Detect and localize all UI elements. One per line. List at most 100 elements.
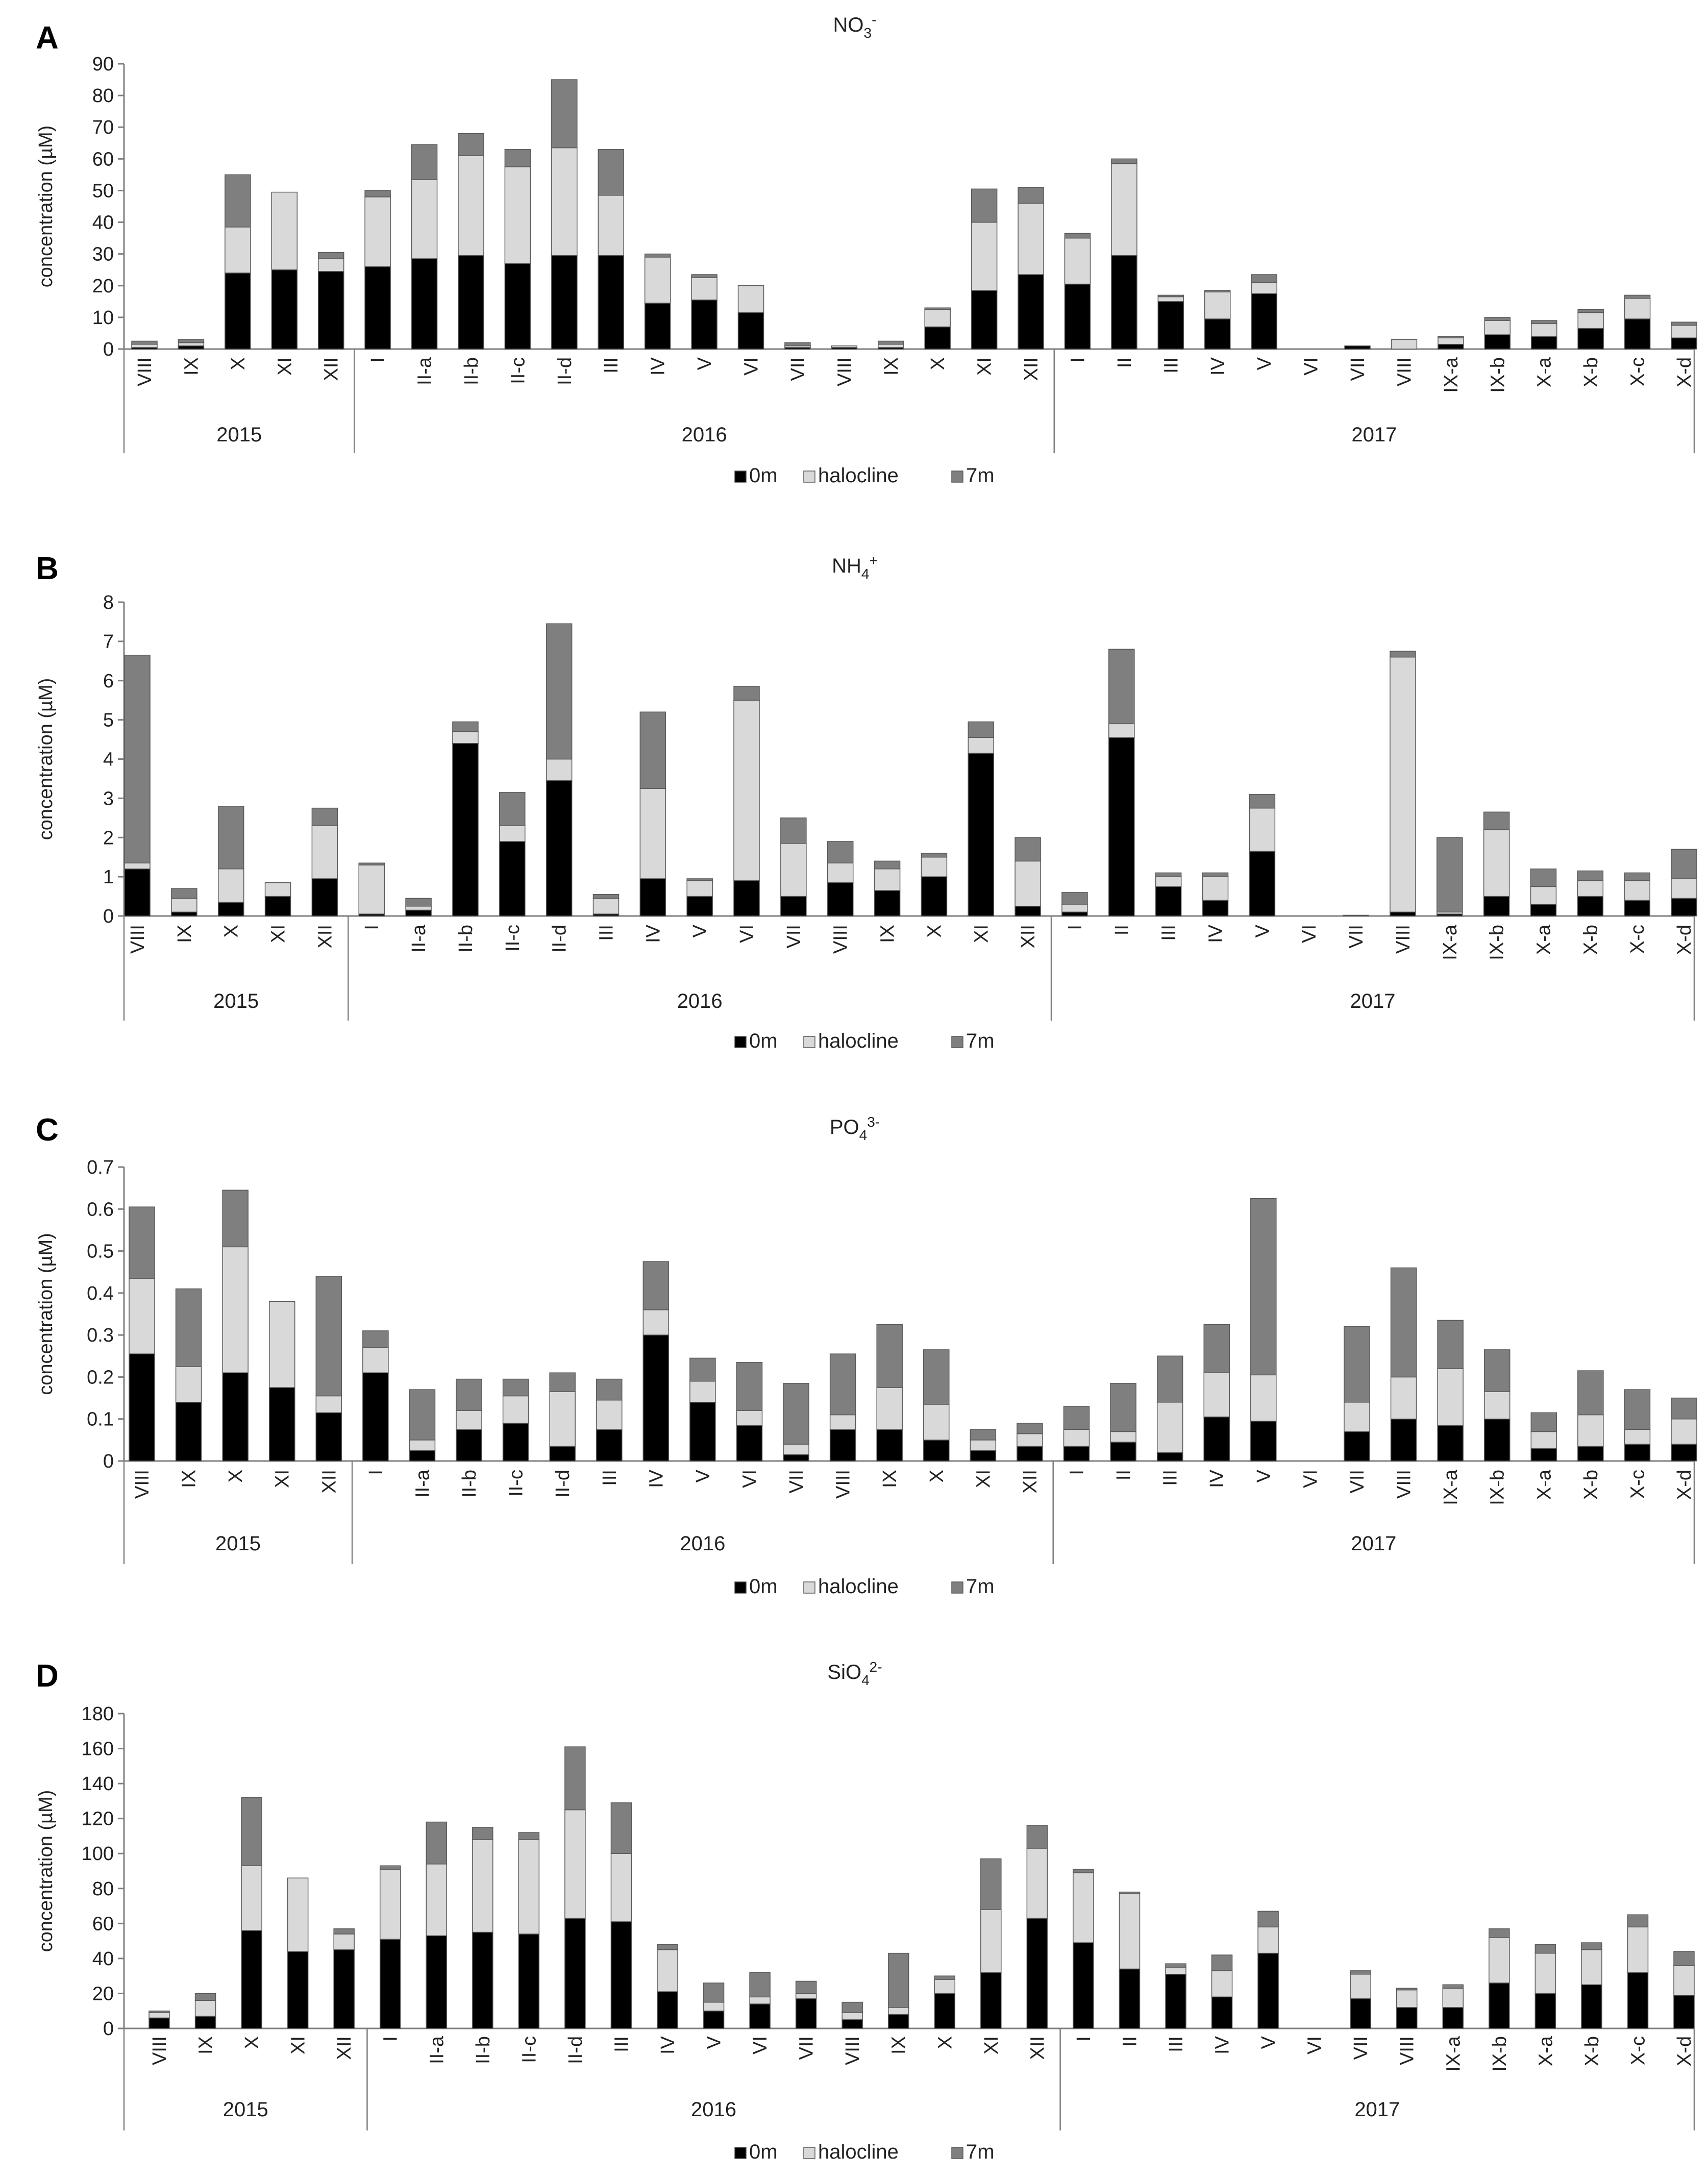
x-tick-label: XI — [288, 2036, 309, 2054]
legend-swatch-halocline — [803, 1036, 815, 1048]
year-label-2015: 2015 — [216, 424, 262, 446]
bar-0m-13 — [737, 312, 764, 350]
bar-halocline-10 — [596, 1399, 623, 1430]
bar-7m-18 — [968, 721, 995, 738]
bar-halocline-7 — [456, 1410, 482, 1430]
bar-0m-7 — [458, 255, 484, 350]
bar-0m-30 — [1530, 904, 1557, 916]
y-tick-label: 0.7 — [87, 1157, 114, 1178]
x-tick-label: X-b — [1580, 925, 1601, 955]
bar-halocline-12 — [686, 880, 713, 897]
x-tick-label: IX — [174, 925, 195, 943]
x-tick-label: IV — [1212, 2036, 1233, 2054]
bar-0m-23 — [1211, 1996, 1233, 2029]
bar-0m-0 — [129, 1353, 155, 1461]
x-tick-label: IV — [646, 1469, 667, 1488]
bar-halocline-31 — [1581, 1949, 1602, 1986]
bar-halocline-8 — [518, 1839, 540, 1935]
bar-7m-9 — [549, 1372, 576, 1392]
bar-0m-11 — [657, 1991, 678, 2029]
year-label-2017: 2017 — [1350, 990, 1396, 1012]
legend-swatch-0m — [734, 1581, 747, 1594]
bar-0m-6 — [426, 1935, 448, 2029]
bar-7m-15 — [841, 2001, 863, 2013]
legend-swatch-halocline — [803, 2147, 815, 2159]
bar-7m-22 — [1165, 1963, 1186, 1968]
bar-halocline-19 — [1014, 860, 1041, 907]
x-tick-label: I — [1073, 2036, 1095, 2042]
bar-7m-17 — [923, 1349, 950, 1405]
bar-7m-19 — [1017, 1423, 1043, 1434]
bar-7m-7 — [456, 1378, 482, 1411]
y-axis-label: concentration (µM) — [35, 126, 57, 288]
bar-0m-24 — [1250, 1421, 1277, 1461]
x-tick-label: XII — [318, 1470, 340, 1493]
y-tick-label: 10 — [92, 307, 114, 329]
bar-0m-31 — [1577, 328, 1604, 350]
bar-7m-20 — [1061, 892, 1088, 905]
bar-7m-21 — [1108, 649, 1135, 725]
y-tick-label: 0.1 — [87, 1409, 114, 1430]
bar-0m-24 — [1257, 1952, 1279, 2029]
x-tick-label: III — [601, 357, 622, 374]
x-tick-label: XII — [321, 357, 342, 381]
bar-7m-6 — [411, 144, 438, 180]
bar-0m-9 — [551, 255, 578, 350]
y-tick-label: 4 — [103, 749, 114, 771]
x-tick-label: VII — [1347, 1470, 1368, 1493]
bar-0m-19 — [1026, 1918, 1048, 2029]
bar-0m-5 — [379, 1939, 401, 2029]
bar-7m-8 — [502, 1378, 529, 1397]
bar-0m-26 — [1350, 1998, 1371, 2029]
x-tick-label: VII — [1350, 2036, 1372, 2060]
bar-0m-20 — [1073, 1942, 1094, 2029]
x-tick-label: III — [599, 1470, 621, 1486]
bar-halocline-13 — [736, 1410, 763, 1426]
y-tick-label: 90 — [92, 54, 114, 75]
legend-label-0m: 0m — [749, 1030, 778, 1052]
panel-letter-D: D — [36, 1658, 59, 1694]
bar-halocline-15 — [827, 862, 854, 883]
x-tick-label: V — [1252, 924, 1273, 937]
bar-7m-13 — [749, 1972, 771, 1998]
x-tick-label: X-b — [1581, 2036, 1603, 2066]
bar-0m-13 — [736, 1425, 763, 1461]
bar-halocline-0 — [129, 1278, 155, 1354]
y-tick-label: 50 — [92, 180, 114, 202]
bar-0m-27 — [1390, 911, 1416, 916]
bar-7m-2 — [217, 806, 244, 870]
x-tick-label: X — [924, 925, 945, 937]
bar-halocline-1 — [171, 898, 197, 913]
y-tick-label: 2 — [103, 827, 114, 849]
bar-halocline-16 — [876, 1387, 903, 1430]
x-tick-label: XII — [1020, 1470, 1041, 1493]
bar-halocline-5 — [379, 1869, 401, 1940]
x-tick-label: XII — [1027, 2036, 1048, 2060]
x-tick-label: X-a — [1534, 357, 1555, 387]
bar-halocline-15 — [831, 345, 858, 348]
bar-7m-12 — [691, 274, 717, 278]
bar-halocline-6 — [411, 179, 438, 259]
x-tick-label: VI — [739, 1470, 760, 1488]
bar-halocline-21 — [1119, 1893, 1141, 1970]
bar-halocline-14 — [783, 1444, 809, 1455]
title-subscript: 3 — [864, 25, 872, 41]
bar-halocline-9 — [549, 1391, 576, 1447]
bar-0m-14 — [780, 896, 807, 916]
bar-0m-33 — [1673, 1995, 1695, 2029]
bar-0m-14 — [783, 1454, 809, 1461]
bar-0m-3 — [287, 1951, 309, 2029]
bar-0m-16 — [887, 2014, 909, 2029]
bar-7m-15 — [829, 1353, 856, 1416]
x-tick-label: X-d — [1674, 1470, 1695, 1500]
bar-halocline-30 — [1530, 1431, 1557, 1449]
y-tick-label: 5 — [103, 710, 114, 731]
x-tick-label: X — [228, 357, 249, 370]
x-tick-label: II — [1113, 1470, 1134, 1480]
y-tick-label: 180 — [82, 1703, 114, 1725]
x-tick-label: II-a — [426, 2036, 448, 2064]
bar-0m-8 — [504, 263, 531, 350]
title-subscript: 4 — [861, 1672, 870, 1688]
title-subscript: 4 — [859, 1127, 868, 1143]
bar-halocline-9 — [564, 1809, 586, 1919]
